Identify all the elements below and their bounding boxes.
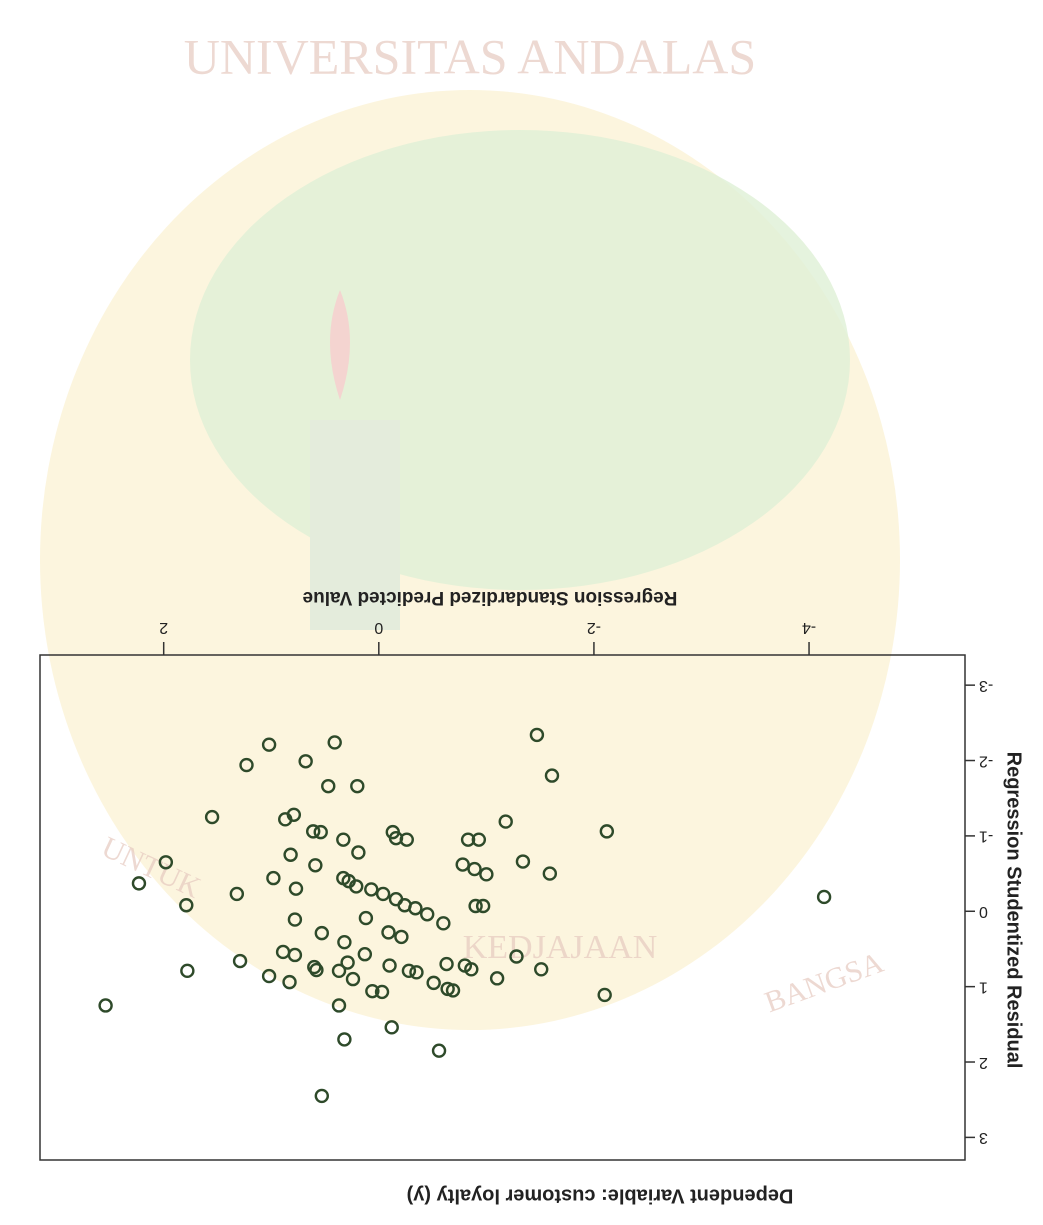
point: [316, 1090, 328, 1102]
y-tick-label: 3: [979, 1129, 988, 1146]
x-axis-label: Regression Standardized Predicted Value: [303, 587, 678, 608]
y-tick-label: 1: [979, 978, 988, 995]
y-tick-label: 0: [979, 903, 988, 920]
y-tick-label: -3: [979, 677, 993, 694]
point: [338, 1033, 350, 1045]
x-tick-label: 2: [159, 619, 168, 636]
page: UNIVERSITAS ANDALAS UNTUK KEDJAJAAN BANG…: [0, 0, 1043, 1225]
y-tick-label: -1: [979, 828, 993, 845]
point: [181, 965, 193, 977]
x-tick-label: -2: [587, 619, 601, 636]
watermark-text: BANGSA: [761, 946, 889, 1019]
watermark-text: KEDJAJAAN: [463, 929, 658, 966]
watermark: UNIVERSITAS ANDALAS UNTUK KEDJAJAAN BANG…: [40, 28, 900, 1030]
x-tick-label: 0: [374, 619, 383, 636]
watermark-tree: [190, 130, 850, 590]
y-tick-label: 2: [979, 1054, 988, 1071]
point: [433, 1045, 445, 1057]
y-axis-label: Regression Studentized Residual: [1003, 752, 1025, 1069]
point: [386, 1021, 398, 1033]
point: [100, 999, 112, 1011]
point: [818, 891, 830, 903]
y-tick-label: -2: [979, 752, 993, 769]
chart-title: Dependent Variable: customer loyalty (y): [407, 1185, 794, 1207]
watermark-text: UNIVERSITAS ANDALAS: [184, 28, 756, 84]
x-tick-label: -4: [802, 619, 816, 636]
chart: UNIVERSITAS ANDALAS UNTUK KEDJAJAAN BANG…: [0, 0, 1043, 1225]
